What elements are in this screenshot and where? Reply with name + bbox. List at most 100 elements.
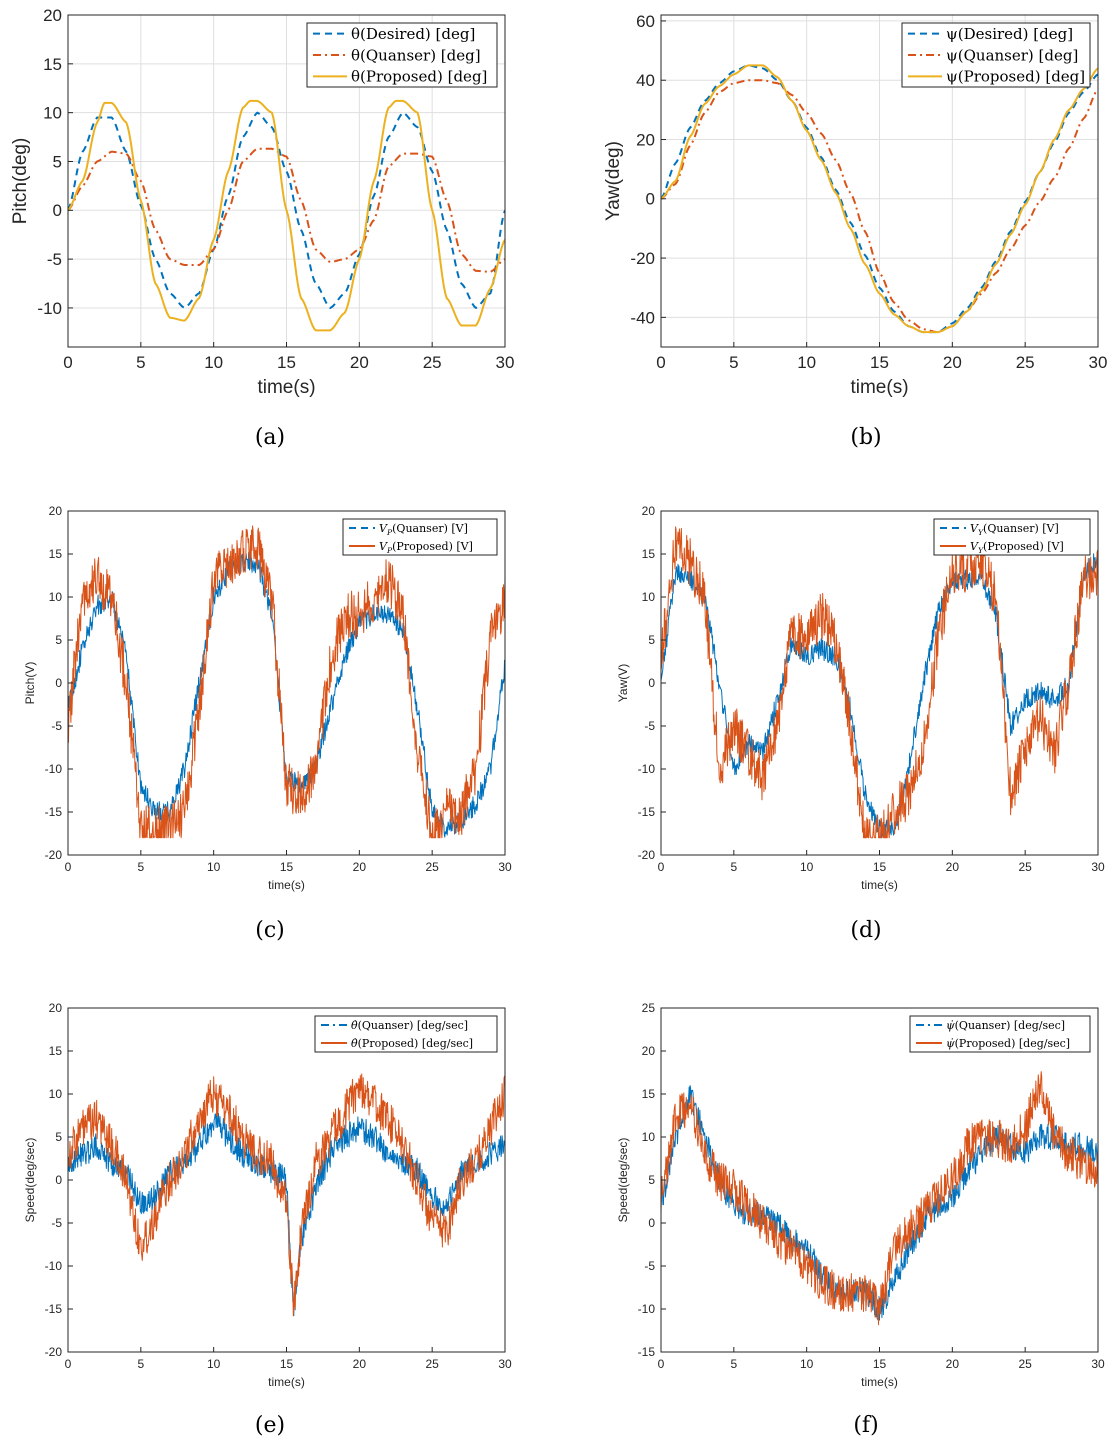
x-tick-label: 10 bbox=[800, 1357, 814, 1371]
y-tick-label: 0 bbox=[55, 1173, 62, 1187]
series-group bbox=[68, 99, 505, 332]
y-tick-label: 20 bbox=[636, 130, 655, 149]
y-tick-label: 5 bbox=[55, 633, 62, 647]
y-tick-label: 5 bbox=[53, 152, 62, 171]
chart-b: 0 5 10 15 20 25 30 -40 -20 0 20 40 60 time(s) Yaw(deg)… bbox=[603, 12, 1107, 450]
series-line-2 bbox=[661, 64, 1098, 334]
y-tick-label: 20 bbox=[642, 504, 656, 518]
x-tick-label: 5 bbox=[136, 353, 145, 372]
legend-item: ψ(Proposed) [deg] bbox=[908, 68, 1085, 86]
x-tick-label: 0 bbox=[65, 860, 72, 874]
chart-e: 0 5 10 15 20 25 30 -20 -15 -10 -5 0 5 10 15 20 time(s) Sp… bbox=[23, 1001, 512, 1438]
y-tick-label: 0 bbox=[648, 676, 655, 690]
x-axis-label: time(s) bbox=[850, 377, 908, 398]
legend-label: ψ(Proposed) [deg] bbox=[946, 68, 1085, 86]
legend: θ(Desired) [deg] θ(Quanser) [deg] θ(Propos… bbox=[306, 22, 498, 88]
y-tick-label: -10 bbox=[45, 1259, 63, 1273]
charts-root: 0 5 10 15 20 25 30 -10 -5 0 5 10 15 20 time(s) Pitch(de… bbox=[10, 6, 1107, 1438]
y-tick-label: 5 bbox=[648, 633, 655, 647]
x-tick-label: 15 bbox=[280, 1357, 294, 1371]
x-tick-label: 5 bbox=[137, 860, 144, 874]
x-axis-label: time(s) bbox=[861, 878, 898, 892]
y-tick-label: 40 bbox=[636, 71, 655, 90]
legend-item: θ̇(Proposed) [deg/sec] bbox=[321, 1037, 473, 1050]
legend-label: θ(Proposed) [deg] bbox=[351, 68, 487, 86]
legend: VY(Quanser) [V] VY(Proposed) [V] bbox=[933, 518, 1091, 556]
y-tick-label: 20 bbox=[43, 6, 62, 25]
chart-caption: (a) bbox=[255, 425, 285, 450]
y-axis-label: Yaw(deg) bbox=[603, 141, 624, 221]
x-tick-label: 10 bbox=[207, 860, 221, 874]
y-tick-label: -10 bbox=[37, 299, 62, 318]
legend-item: ψ̇(Quanser) [deg/sec] bbox=[916, 1019, 1065, 1032]
chart-f: 0 5 10 15 20 25 30 -15 -10 -5 0 5 10 15 20 25 time(s) Spe… bbox=[616, 1001, 1105, 1438]
y-tick-label: -5 bbox=[644, 719, 655, 733]
y-tick-label: -40 bbox=[630, 308, 655, 327]
x-tick-label: 5 bbox=[137, 1357, 144, 1371]
y-tick-label: 0 bbox=[55, 676, 62, 690]
x-tick-label: 10 bbox=[207, 1357, 221, 1371]
legend-label: ψ̇(Quanser) [deg/sec] bbox=[946, 1019, 1065, 1032]
legend-item: ψ(Desired) [deg] bbox=[908, 25, 1073, 43]
y-tick-label: -20 bbox=[630, 249, 655, 268]
legend-label: VP(Quanser) [V] bbox=[379, 522, 468, 537]
legend-item: θ(Proposed) [deg] bbox=[313, 68, 487, 86]
x-tick-label: 0 bbox=[656, 353, 665, 372]
y-tick-label: -10 bbox=[45, 762, 63, 776]
x-tick-label: 0 bbox=[65, 1357, 72, 1371]
x-axis-label: time(s) bbox=[257, 377, 315, 398]
series-group bbox=[661, 1071, 1098, 1326]
y-tick-label: -5 bbox=[644, 1259, 655, 1273]
x-tick-label: 20 bbox=[946, 1357, 960, 1371]
x-axis-label: time(s) bbox=[268, 1375, 305, 1389]
y-tick-label: 10 bbox=[43, 104, 62, 123]
legend: ψ(Desired) [deg] ψ(Quanser) [deg] ψ(Propos… bbox=[901, 22, 1091, 88]
chart-c: 0 5 10 15 20 25 30 -20 -15 -10 -5 0 5 10 15 20 time(s) Pi… bbox=[23, 504, 512, 943]
plot-area bbox=[661, 511, 1098, 855]
y-tick-label: 20 bbox=[642, 1044, 656, 1058]
y-tick-label: 20 bbox=[49, 1001, 63, 1015]
y-tick-label: 10 bbox=[49, 590, 63, 604]
x-tick-label: 20 bbox=[943, 353, 962, 372]
legend-label: ψ(Quanser) [deg] bbox=[946, 46, 1078, 64]
legend-label: θ(Desired) [deg] bbox=[351, 25, 475, 43]
legend: ψ̇(Quanser) [deg/sec] ψ̇(Proposed) [deg/s… bbox=[909, 1015, 1091, 1053]
y-tick-label: 15 bbox=[642, 1087, 656, 1101]
legend-item: VP(Proposed) [V] bbox=[349, 540, 473, 555]
x-tick-label: 25 bbox=[425, 1357, 439, 1371]
y-tick-label: 5 bbox=[55, 1130, 62, 1144]
y-tick-label: -20 bbox=[638, 848, 656, 862]
series-line-1 bbox=[68, 1073, 505, 1317]
x-tick-label: 10 bbox=[797, 353, 816, 372]
x-tick-label: 30 bbox=[1091, 1357, 1105, 1371]
legend: θ̇(Quanser) [deg/sec] θ̇(Proposed) [deg/s… bbox=[314, 1015, 498, 1053]
x-tick-label: 15 bbox=[873, 860, 887, 874]
y-tick-label: -15 bbox=[45, 805, 63, 819]
legend-item: ψ̇(Proposed) [deg/sec] bbox=[916, 1037, 1070, 1050]
series-line-0 bbox=[661, 64, 1098, 334]
series-line-0 bbox=[661, 551, 1098, 839]
x-tick-label: 5 bbox=[730, 1357, 737, 1371]
series-group bbox=[68, 1073, 505, 1317]
series-line-1 bbox=[661, 526, 1098, 839]
legend-item: VY(Quanser) [V] bbox=[940, 522, 1059, 537]
series-line-0 bbox=[68, 111, 505, 309]
legend-label: ψ̇(Proposed) [deg/sec] bbox=[946, 1037, 1070, 1050]
series-group bbox=[68, 525, 505, 839]
series-line-2 bbox=[68, 99, 505, 332]
legend-label: ψ(Desired) [deg] bbox=[946, 25, 1073, 43]
chart-a: 0 5 10 15 20 25 30 -10 -5 0 5 10 15 20 time(s) Pitch(de… bbox=[10, 6, 514, 450]
chart-d: 0 5 10 15 20 25 30 -20 -15 -10 -5 0 5 10 15 20 time(s) Ya… bbox=[616, 504, 1105, 943]
y-tick-label: 20 bbox=[49, 504, 63, 518]
y-tick-label: -5 bbox=[51, 719, 62, 733]
x-tick-label: 30 bbox=[1091, 860, 1105, 874]
y-tick-label: -10 bbox=[638, 1302, 656, 1316]
series-line-0 bbox=[68, 1112, 505, 1317]
x-tick-label: 25 bbox=[1016, 353, 1035, 372]
legend-label: θ̇(Quanser) [deg/sec] bbox=[351, 1019, 468, 1032]
x-axis-label: time(s) bbox=[861, 1375, 898, 1389]
legend-label: VY(Quanser) [V] bbox=[970, 522, 1059, 537]
y-axis-label: Pitch(deg) bbox=[10, 138, 31, 225]
x-tick-label: 5 bbox=[730, 860, 737, 874]
y-tick-label: -20 bbox=[45, 848, 63, 862]
